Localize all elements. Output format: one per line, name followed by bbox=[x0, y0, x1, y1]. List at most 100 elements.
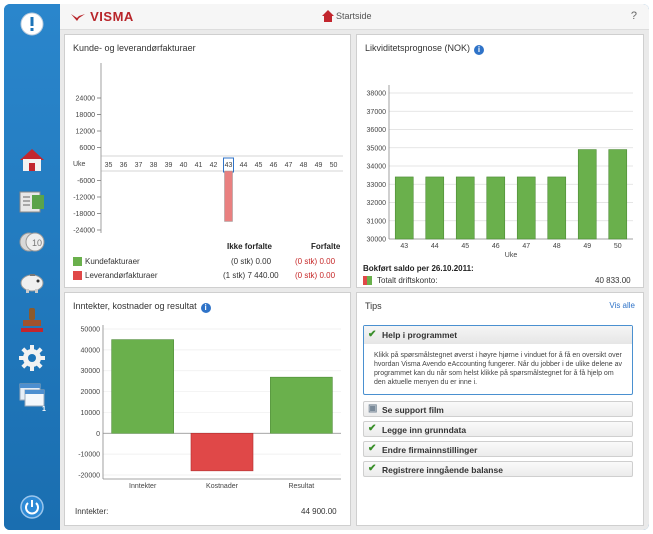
bar bbox=[608, 149, 628, 240]
customer-invoice-label[interactable]: Kundefakturaer bbox=[85, 257, 140, 266]
y-tick-label: -10000 bbox=[78, 452, 100, 459]
x-tick-label: 44 bbox=[431, 243, 439, 250]
invoices-panel: Kunde- og leverandørfakturaer 24000 18000… bbox=[64, 34, 351, 288]
bar bbox=[547, 176, 567, 240]
tip-label: Legge inn grunndata bbox=[382, 425, 467, 435]
y-tick-label: 36000 bbox=[367, 127, 387, 134]
supplier-invoice-label[interactable]: Leverandørfakturaer bbox=[85, 271, 158, 280]
x-tick-label: 36 bbox=[120, 162, 128, 169]
home-icon[interactable] bbox=[16, 144, 48, 176]
checkmark-icon: ✔ bbox=[368, 329, 377, 340]
invoices-title: Kunde- og leverandørfakturaer bbox=[73, 43, 196, 53]
x-tick-label: 50 bbox=[614, 243, 622, 250]
y-tick-label: 24000 bbox=[76, 96, 96, 103]
y-tick-label: 12000 bbox=[76, 129, 96, 136]
app-window: 10 1 VISMA Startside ? bbox=[4, 4, 649, 530]
customer-invoice-swatch bbox=[73, 257, 82, 266]
y-tick-label: 33000 bbox=[367, 182, 387, 189]
y-tick-label: -20000 bbox=[78, 473, 100, 480]
tip-help-expanded[interactable]: ✔ Help i programmet Klikk på spørsmålste… bbox=[363, 325, 633, 395]
checkmark-icon: ✔ bbox=[368, 443, 377, 454]
liquidity-panel: Likviditetsprognose (NOK) i 38000 37000 360… bbox=[356, 34, 644, 288]
income-title: Inntekter, kostnader og resultat i bbox=[73, 301, 211, 313]
svg-text:10: 10 bbox=[32, 238, 42, 248]
x-tick-label: 43 bbox=[400, 243, 408, 250]
total-account-value: 40 833.00 bbox=[595, 276, 631, 285]
y-tick-label: -24000 bbox=[73, 228, 95, 235]
x-tick-label: Inntekter bbox=[129, 483, 157, 490]
liquidity-title: Likviditetsprognose (NOK) i bbox=[365, 43, 485, 55]
startside-home-icon[interactable] bbox=[322, 9, 334, 27]
x-tick-label: 45 bbox=[255, 162, 263, 169]
total-account-label: Totalt driftskonto: bbox=[377, 276, 438, 285]
window-count-badge: 1 bbox=[42, 406, 46, 413]
ledger-icon[interactable] bbox=[16, 186, 48, 218]
y-tick-label: 32000 bbox=[367, 200, 387, 207]
startside-link[interactable]: Startside bbox=[336, 11, 372, 21]
tip-help-title: Help i programmet bbox=[382, 330, 458, 340]
x-tick-label: 44 bbox=[240, 162, 248, 169]
bar bbox=[270, 376, 333, 434]
customer-invoice-due: (0 stk) 0.00 bbox=[295, 257, 336, 266]
film-icon: ▣ bbox=[368, 403, 378, 414]
bar bbox=[425, 176, 445, 240]
y-tick-label: -6000 bbox=[77, 178, 95, 185]
supplier-invoice-not-due: (1 stk) 7 440.00 bbox=[223, 271, 279, 280]
tip-opening-balance[interactable]: ✔ Registrere inngående balanse bbox=[363, 461, 633, 477]
x-tick-label: 37 bbox=[135, 162, 143, 169]
x-tick-label: 41 bbox=[195, 162, 203, 169]
balance-swatch-red bbox=[363, 276, 367, 285]
stamp-icon[interactable] bbox=[16, 304, 48, 336]
see-all-link[interactable]: Vis alle bbox=[609, 301, 635, 310]
income-footer-value: 44 900.00 bbox=[301, 507, 337, 516]
liquidity-title-text: Likviditetsprognose (NOK) bbox=[365, 43, 471, 53]
x-tick-label: 47 bbox=[285, 162, 293, 169]
y-tick-label: 18000 bbox=[76, 112, 96, 119]
x-tick-label: 46 bbox=[270, 162, 278, 169]
x-axis-title: Uke bbox=[505, 252, 518, 259]
info-icon[interactable]: i bbox=[474, 45, 485, 55]
y-tick-label: 34000 bbox=[367, 164, 387, 171]
x-tick-label: 40 bbox=[180, 162, 188, 169]
dashboard: Kunde- og leverandørfakturaer 24000 18000… bbox=[60, 30, 649, 530]
col-due: Forfalte bbox=[311, 242, 341, 251]
tip-support-film[interactable]: ▣ Se support film bbox=[363, 401, 633, 417]
x-tick-label: 48 bbox=[553, 243, 561, 250]
windows-icon[interactable] bbox=[16, 380, 48, 412]
y-tick-label: -12000 bbox=[73, 195, 95, 202]
tip-label: Se support film bbox=[382, 405, 444, 415]
invoices-chart: 24000 18000 12000 6000 -6000 -12000 -18000 -240… bbox=[73, 63, 343, 235]
power-icon[interactable] bbox=[16, 494, 48, 520]
y-tick-label: -18000 bbox=[73, 211, 95, 218]
y-tick-label: 35000 bbox=[367, 145, 387, 152]
bar bbox=[111, 339, 174, 434]
bar bbox=[394, 176, 414, 240]
income-panel: Inntekter, kostnader og resultat i 50000 4… bbox=[64, 292, 351, 526]
x-tick-label: 35 bbox=[105, 162, 113, 169]
balance-label: Bokført saldo per 26.10.2011: bbox=[363, 264, 474, 273]
piggy-bank-icon[interactable] bbox=[16, 266, 48, 298]
bar bbox=[190, 432, 254, 472]
y-tick-label: 31000 bbox=[367, 218, 387, 225]
alert-icon[interactable] bbox=[16, 8, 48, 40]
settings-icon[interactable] bbox=[16, 342, 48, 374]
visma-logo-text: VISMA bbox=[90, 9, 134, 24]
bar bbox=[516, 176, 536, 240]
sidebar: 10 1 bbox=[4, 4, 60, 530]
x-tick-label: 39 bbox=[165, 162, 173, 169]
help-button[interactable]: ? bbox=[630, 10, 637, 22]
bar bbox=[486, 176, 506, 240]
coins-icon[interactable]: 10 bbox=[16, 226, 48, 258]
info-icon[interactable]: i bbox=[200, 303, 211, 313]
checkmark-icon: ✔ bbox=[368, 463, 377, 474]
x-tick-label: Kostnader bbox=[206, 483, 239, 490]
top-bar: VISMA Startside ? bbox=[60, 4, 649, 30]
visma-logo: VISMA bbox=[70, 9, 134, 24]
tip-label: Endre firmainnstillinger bbox=[382, 445, 478, 455]
tip-help-header[interactable]: ✔ Help i programmet bbox=[364, 326, 632, 344]
tips-title: Tips bbox=[365, 301, 382, 311]
tip-basic-data[interactable]: ✔ Legge inn grunndata bbox=[363, 421, 633, 437]
tip-label: Registrere inngående balanse bbox=[382, 465, 503, 475]
tip-company-settings[interactable]: ✔ Endre firmainnstillinger bbox=[363, 441, 633, 457]
supplier-invoice-due: (0 stk) 0.00 bbox=[295, 271, 336, 280]
